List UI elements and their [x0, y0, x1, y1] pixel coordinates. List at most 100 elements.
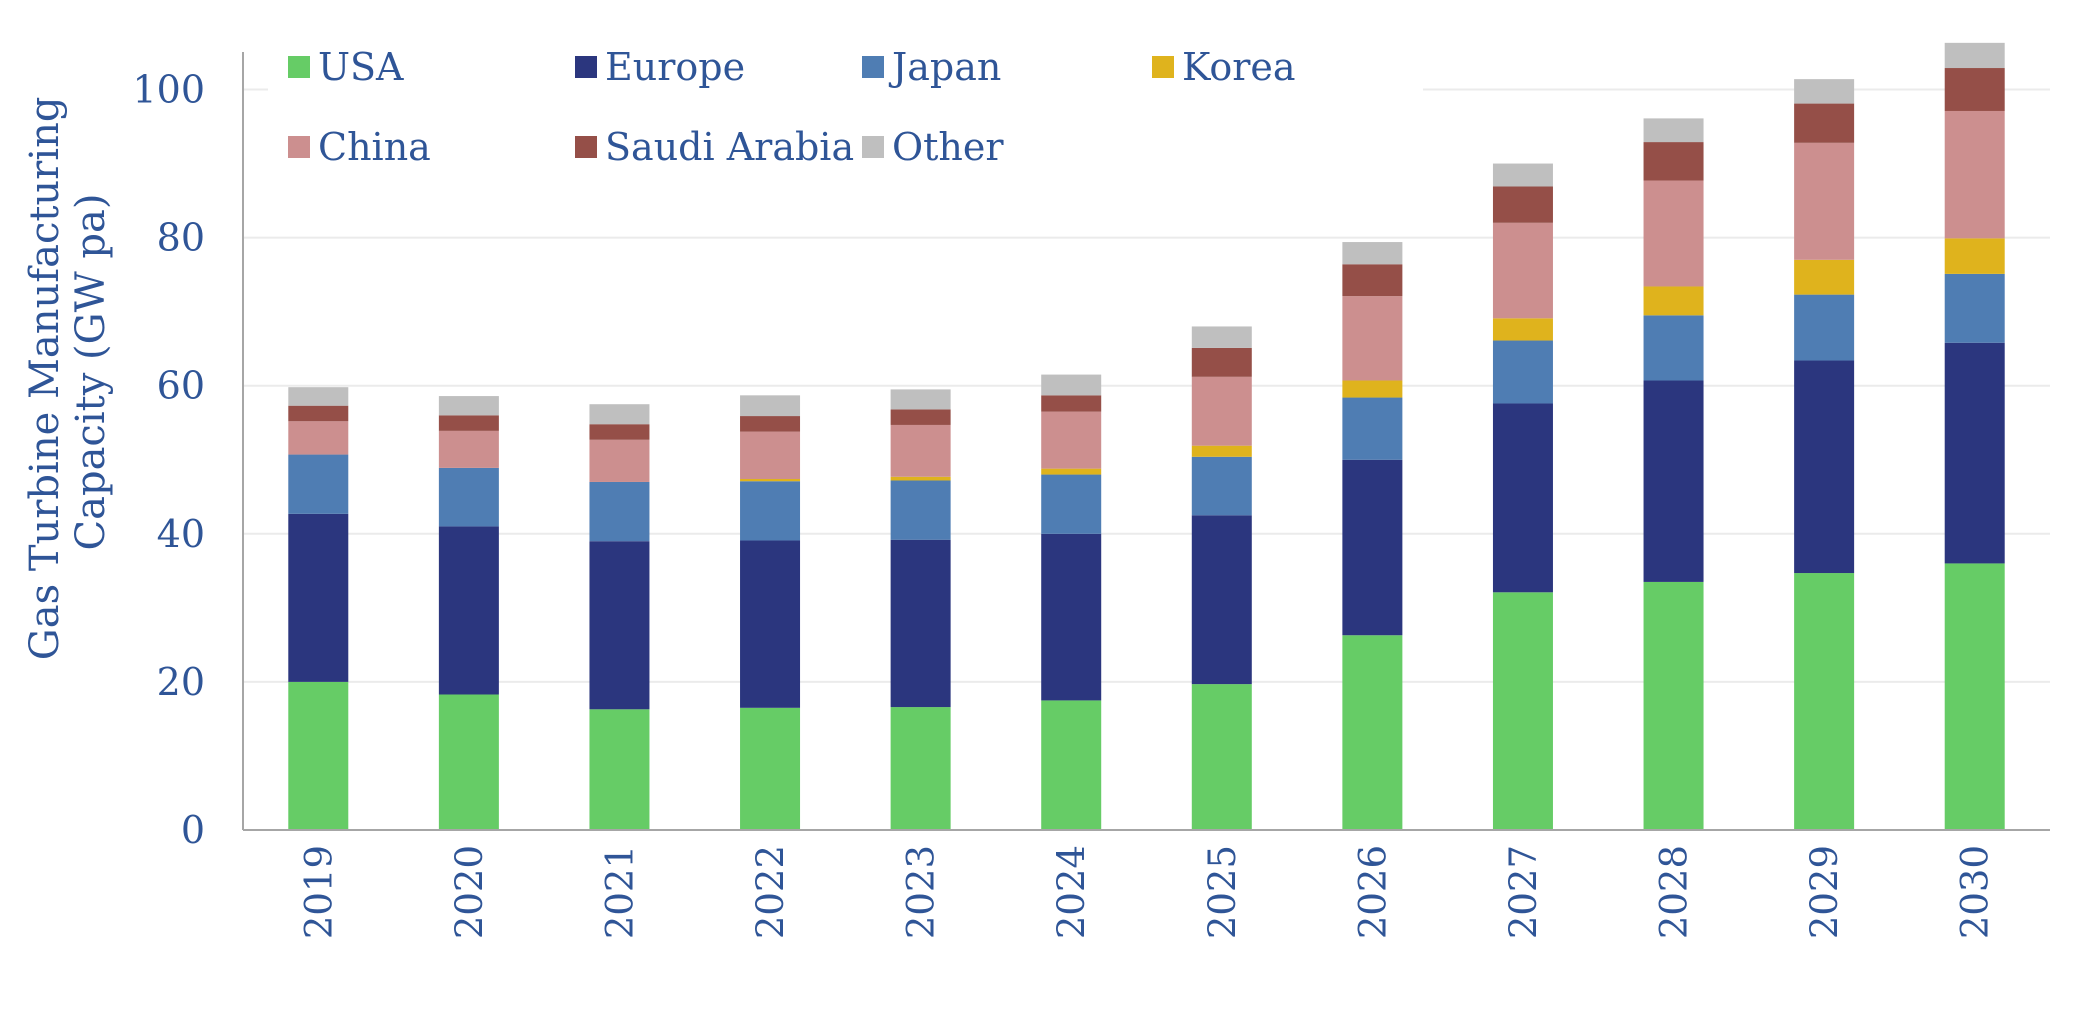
bar-usa-2028 — [1643, 581, 1704, 830]
bar-usa-2023 — [890, 707, 951, 830]
y-axis-label-line-2: Capacity (GW pa) — [68, 194, 114, 551]
x-tick-label-2021: 2021 — [598, 845, 641, 939]
x-tick-label-2023: 2023 — [900, 845, 943, 939]
bar-other-2027 — [1492, 163, 1553, 187]
bar-korea-2022 — [740, 479, 801, 482]
bar-china-2030 — [1944, 110, 2005, 239]
bar-japan-2027 — [1492, 340, 1553, 404]
bar-usa-2027 — [1492, 592, 1553, 830]
legend-swatch-japan — [862, 56, 884, 78]
bar-europe-2023 — [890, 539, 951, 708]
bar-japan-2019 — [288, 454, 349, 514]
bar-china-2028 — [1643, 180, 1704, 287]
bar-europe-2019 — [288, 513, 349, 682]
bar-other-2020 — [438, 396, 499, 416]
x-axis-tick-labels: 2019 2020 2021 2022 2023 2024 2025 2026 2027 2028… — [297, 845, 1996, 939]
bar-other-2028 — [1643, 118, 1704, 143]
bar-japan-2026 — [1342, 397, 1403, 460]
bar-usa-2029 — [1794, 573, 1855, 830]
bar-korea-2027 — [1492, 318, 1553, 341]
legend-label-europe: Europe — [605, 45, 745, 89]
bar-japan-2030 — [1944, 273, 2005, 343]
legend-box — [268, 48, 1423, 168]
x-tick-label-2024: 2024 — [1050, 845, 1093, 939]
legend-swatch-europe — [575, 56, 597, 78]
bar-saudi-arabia-2023 — [890, 409, 951, 425]
legend-label-china: China — [318, 125, 431, 169]
bar-usa-2025 — [1191, 684, 1252, 830]
bar-china-2020 — [438, 430, 499, 468]
bar-europe-2026 — [1342, 459, 1403, 636]
legend-swatch-usa — [288, 56, 310, 78]
bar-china-2024 — [1041, 411, 1102, 469]
x-tick-label-2026: 2026 — [1351, 845, 1394, 939]
bar-saudi-arabia-2025 — [1191, 347, 1252, 377]
bar-europe-2030 — [1944, 342, 2005, 564]
y-tick-label-80: 80 — [157, 216, 205, 260]
bar-other-2021 — [589, 404, 650, 425]
bar-korea-2028 — [1643, 286, 1704, 316]
x-tick-label-2019: 2019 — [297, 845, 340, 939]
bar-japan-2021 — [589, 481, 650, 542]
legend-label-other: Other — [892, 125, 1004, 169]
y-axis-label: Gas Turbine Manufacturing Capacity (GW p… — [22, 84, 114, 660]
bar-other-2025 — [1191, 326, 1252, 348]
bar-china-2022 — [740, 431, 801, 480]
bar-europe-2022 — [740, 540, 801, 708]
bar-china-2019 — [288, 421, 349, 455]
bar-saudi-arabia-2029 — [1794, 103, 1855, 143]
x-tick-label-2027: 2027 — [1502, 845, 1545, 939]
y-tick-label-20: 20 — [157, 660, 205, 704]
bar-saudi-arabia-2026 — [1342, 264, 1403, 297]
bars — [288, 42, 2005, 830]
legend-label-saudi-arabia: Saudi Arabia — [605, 125, 854, 169]
bar-saudi-arabia-2024 — [1041, 395, 1102, 412]
bar-china-2027 — [1492, 222, 1553, 319]
bar-china-2025 — [1191, 376, 1252, 446]
bar-other-2026 — [1342, 242, 1403, 265]
bar-korea-2030 — [1944, 238, 2005, 274]
gridlines — [243, 88, 2050, 683]
bar-europe-2024 — [1041, 533, 1102, 701]
bar-other-2030 — [1944, 42, 2005, 69]
bar-korea-2029 — [1794, 259, 1855, 295]
bar-japan-2020 — [438, 467, 499, 527]
y-tick-label-60: 60 — [157, 364, 205, 408]
bar-korea-2025 — [1191, 445, 1252, 457]
y-tick-label-0: 0 — [181, 808, 205, 852]
y-tick-label-100: 100 — [132, 68, 205, 112]
bar-saudi-arabia-2020 — [438, 415, 499, 431]
bar-other-2029 — [1794, 79, 1855, 104]
bar-usa-2030 — [1944, 563, 2005, 830]
x-tick-label-2030: 2030 — [1954, 845, 1997, 939]
y-tick-label-40: 40 — [157, 512, 205, 556]
bar-japan-2028 — [1643, 315, 1704, 381]
bar-usa-2022 — [740, 707, 801, 830]
bar-other-2023 — [890, 389, 951, 410]
bar-korea-2026 — [1342, 380, 1403, 398]
bar-usa-2019 — [288, 681, 349, 830]
bar-europe-2028 — [1643, 380, 1704, 582]
bar-other-2022 — [740, 395, 801, 417]
bar-japan-2023 — [890, 480, 951, 540]
legend-swatch-other — [862, 136, 884, 158]
legend-swatch-china — [288, 136, 310, 158]
x-tick-label-2025: 2025 — [1201, 845, 1244, 939]
bar-europe-2020 — [438, 526, 499, 695]
y-axis-label-line-1: Gas Turbine Manufacturing — [22, 97, 68, 661]
axes — [242, 52, 2050, 831]
legend-label-korea: Korea — [1182, 45, 1296, 89]
bar-japan-2022 — [740, 481, 801, 541]
bar-japan-2029 — [1794, 294, 1855, 361]
bar-saudi-arabia-2019 — [288, 405, 349, 422]
bar-usa-2020 — [438, 694, 499, 830]
bar-china-2021 — [589, 439, 650, 482]
bar-usa-2024 — [1041, 700, 1102, 830]
bar-other-2019 — [288, 387, 349, 406]
bar-europe-2029 — [1794, 360, 1855, 574]
legend-label-usa: USA — [318, 45, 404, 89]
bar-korea-2023 — [890, 476, 951, 481]
bar-europe-2021 — [589, 541, 650, 710]
bar-europe-2025 — [1191, 515, 1252, 685]
